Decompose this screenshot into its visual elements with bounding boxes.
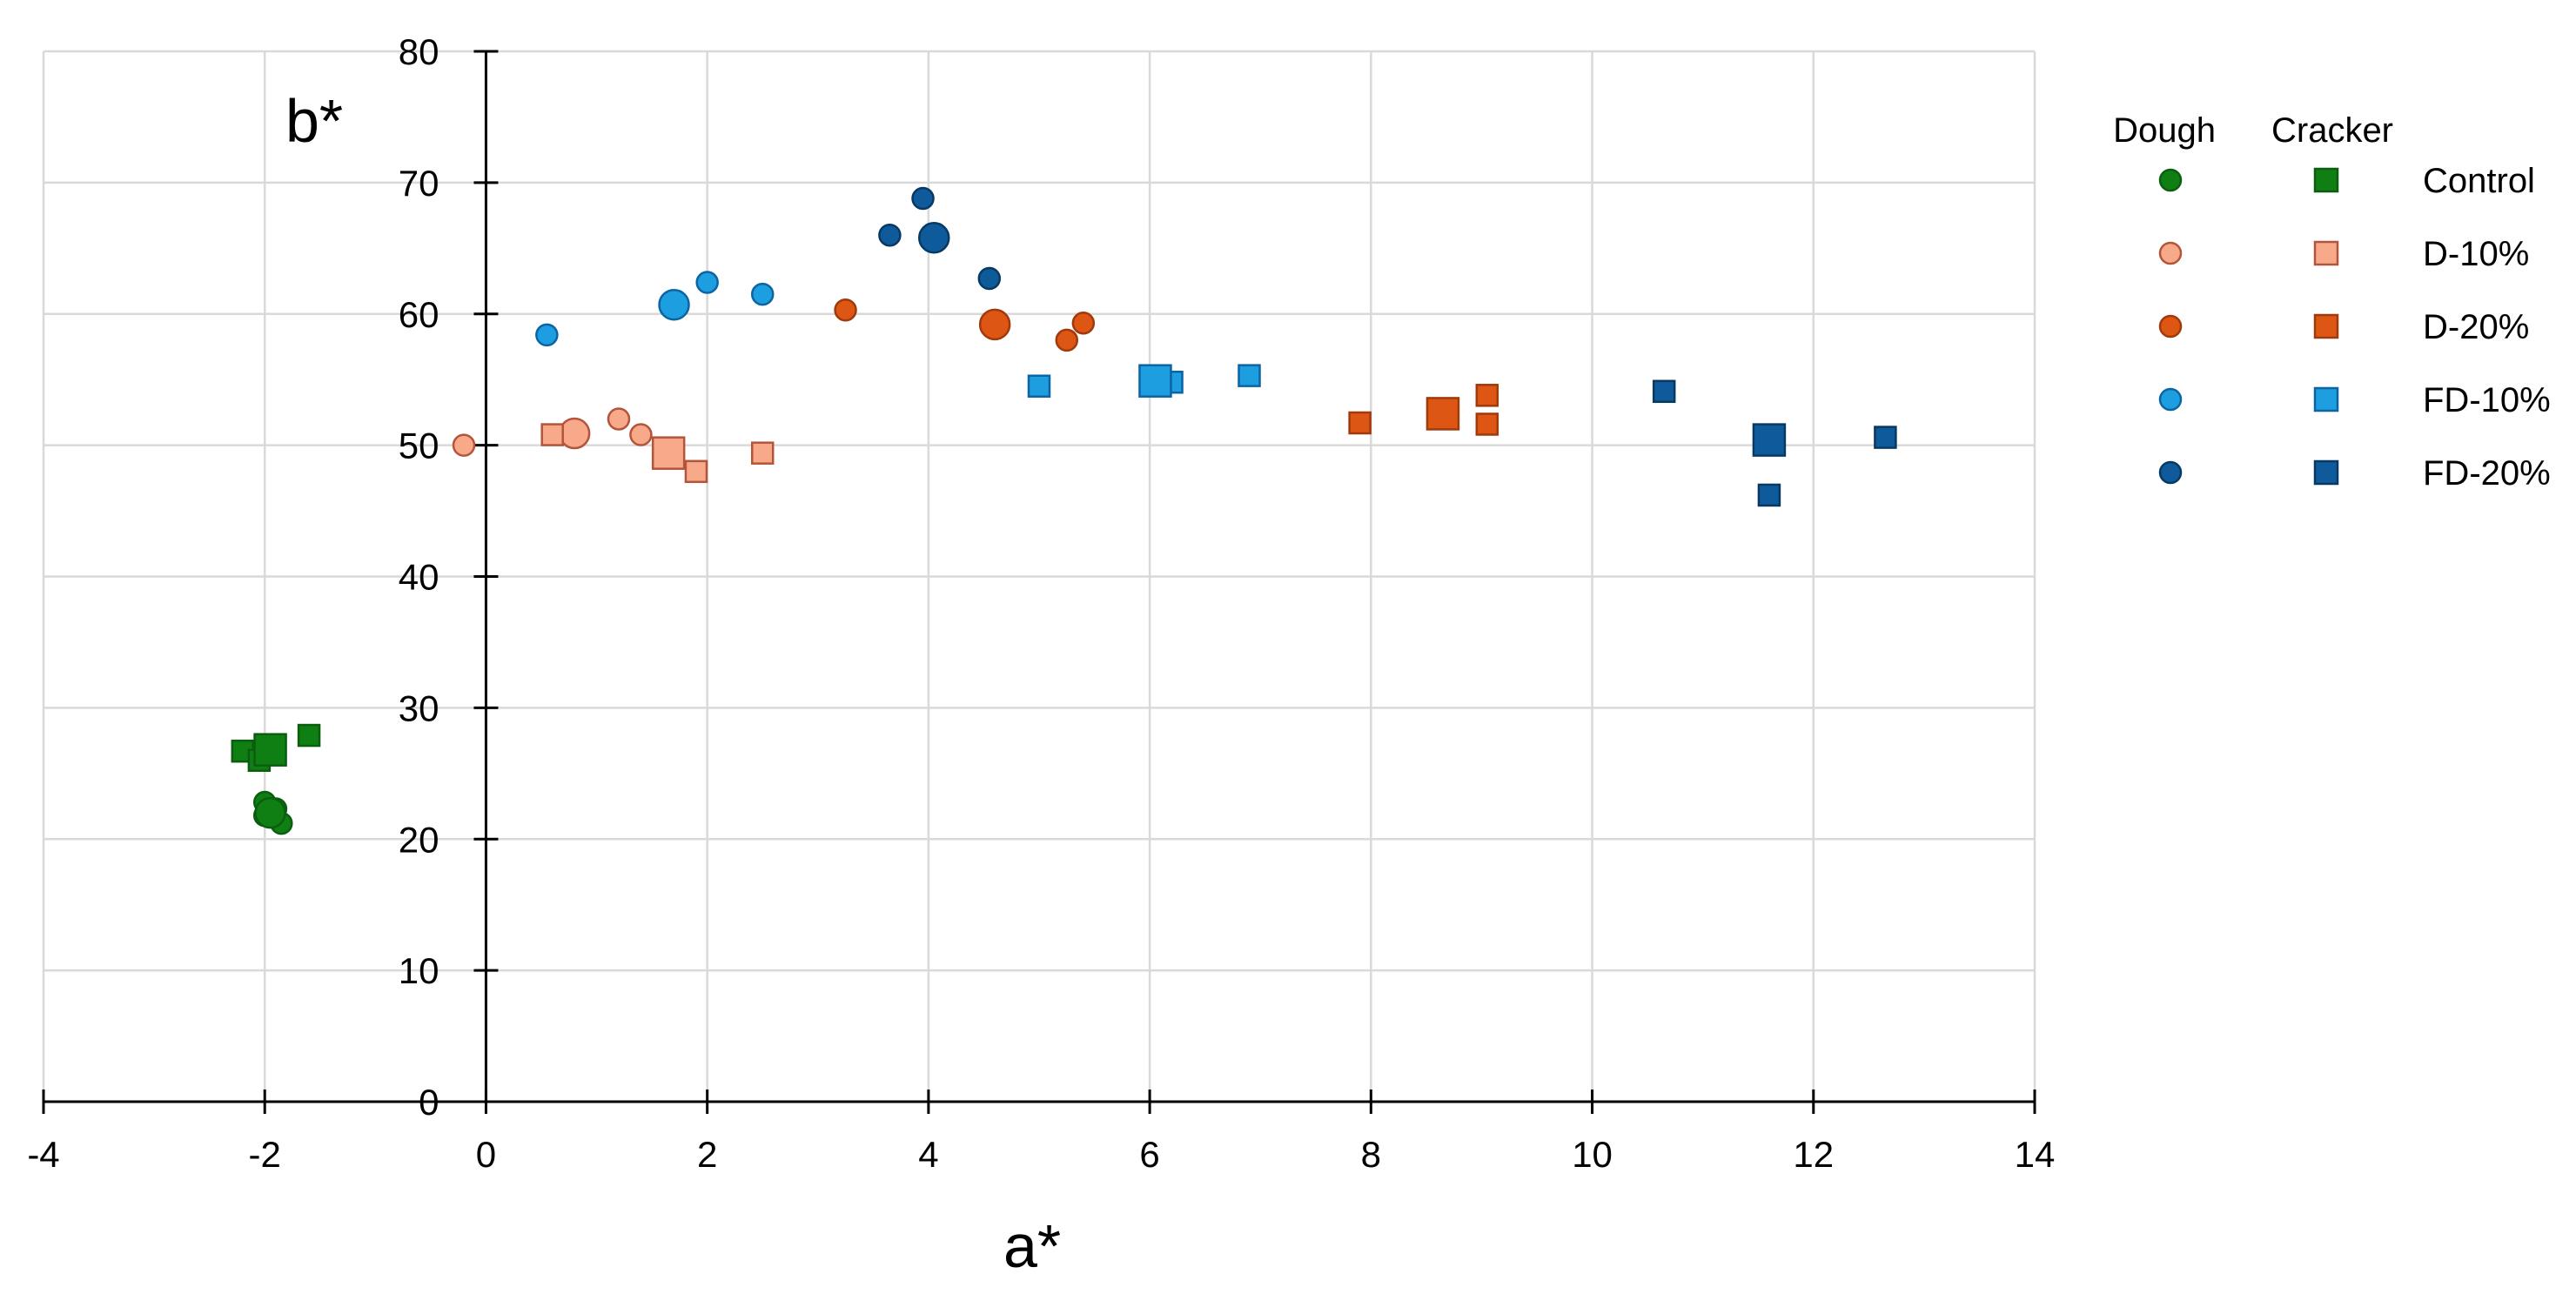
- point-control-cracker: [297, 723, 321, 748]
- legend-label-control: Control: [2423, 162, 2535, 200]
- y-tick-label: 20: [399, 819, 439, 860]
- y-tick-label: 30: [399, 687, 439, 728]
- x-tick-label: 4: [918, 1134, 938, 1175]
- y-tick-label: 50: [399, 426, 439, 466]
- point-d-10-dough: [607, 407, 631, 431]
- point-fd-10-cracker: [1238, 364, 1261, 387]
- point-fd-10-cracker: [1027, 374, 1051, 398]
- legend-dough-marker-d-10-: [2158, 241, 2183, 265]
- point-fd-20-dough: [977, 266, 1002, 291]
- legend-dough-marker-d-20-: [2158, 314, 2183, 339]
- legend-dough-marker-fd-10-: [2158, 387, 2183, 412]
- x-tick-label: 2: [697, 1134, 717, 1175]
- legend-cracker-marker-d-10-: [2313, 240, 2339, 266]
- legend-label-d-10-: D-10%: [2423, 235, 2529, 273]
- legend-label-fd-20-: FD-20%: [2423, 454, 2551, 493]
- point-fd-10-dough: [750, 282, 775, 306]
- point-d-10-cracker: [540, 423, 564, 446]
- mean-point-d-10-cracker: [651, 436, 686, 470]
- x-tick-label: 0: [476, 1134, 496, 1175]
- legend-label-fd-10-: FD-10%: [2423, 381, 2551, 419]
- legend-cracker-marker-fd-10-: [2313, 386, 2339, 412]
- point-d-20-cracker: [1348, 411, 1372, 435]
- x-tick-label: 12: [1793, 1134, 1834, 1175]
- y-tick-label: 10: [399, 950, 439, 991]
- point-d-20-dough: [1071, 312, 1096, 335]
- tick-labels: -4 -2 0 2 4 6 8 10 12 14 0 10 20 30 40 50 60 70 80: [27, 31, 2055, 1175]
- mean-point-fd-20-cracker: [1752, 423, 1787, 457]
- mean-point-fd-10-cracker: [1138, 364, 1172, 398]
- y-tick-label: 40: [399, 557, 439, 598]
- y-axis-title: b*: [285, 87, 343, 155]
- x-tick-label: -2: [249, 1134, 281, 1175]
- x-axis-title: a*: [1003, 1212, 1061, 1280]
- point-fd-20-cracker: [1757, 483, 1781, 507]
- legend-label-d-20-: D-20%: [2423, 308, 2529, 346]
- x-tick-label: 6: [1139, 1134, 1159, 1175]
- mean-point-d-10-dough: [558, 417, 591, 450]
- axes: [42, 50, 2036, 1114]
- x-tick-label: -4: [27, 1134, 59, 1175]
- mean-point-d-20-dough: [978, 308, 1011, 341]
- point-fd-20-cracker: [1874, 426, 1897, 449]
- x-tick-label: 10: [1572, 1134, 1613, 1175]
- mean-point-d-20-cracker: [1426, 397, 1460, 431]
- point-d-10-cracker: [684, 459, 708, 484]
- y-tick-label: 60: [399, 294, 439, 335]
- legend-dough-marker-control: [2158, 168, 2183, 192]
- legend-header-dough: Dough: [2113, 111, 2216, 150]
- mean-point-control-dough: [254, 796, 286, 829]
- point-d-20-dough: [1055, 328, 1079, 352]
- point-d-20-cracker: [1475, 412, 1499, 436]
- point-fd-20-dough: [878, 223, 902, 247]
- point-fd-10-dough: [535, 323, 559, 347]
- legend-dough-marker-fd-20-: [2158, 460, 2183, 485]
- legend-cracker-marker-d-20-: [2313, 313, 2339, 339]
- point-fd-10-dough: [695, 271, 719, 294]
- point-d-20-cracker: [1475, 384, 1499, 407]
- gridlines: [42, 50, 2036, 1102]
- mean-point-control-cracker: [253, 733, 287, 767]
- point-fd-20-cracker: [1652, 379, 1676, 404]
- point-fd-20-dough: [911, 186, 935, 211]
- legend-header-cracker: Cracker: [2271, 111, 2393, 150]
- mean-point-fd-10-dough: [658, 288, 690, 321]
- x-tick-label: 8: [1361, 1134, 1381, 1175]
- legend: Dough Cracker Control D-10% D-20% FD-10% FD-…: [2113, 111, 2551, 493]
- data-marks: [231, 186, 1897, 835]
- point-d-10-cracker: [750, 441, 775, 465]
- legend-cracker-marker-control: [2313, 167, 2339, 193]
- y-tick-label: 70: [399, 163, 439, 204]
- y-tick-label: 80: [399, 31, 439, 72]
- y-tick-label: 0: [419, 1082, 439, 1123]
- mean-point-fd-20-dough: [917, 221, 950, 254]
- x-tick-label: 14: [2015, 1134, 2056, 1175]
- legend-cracker-marker-fd-20-: [2313, 459, 2339, 486]
- point-d-10-dough: [629, 423, 653, 446]
- point-d-10-dough: [452, 433, 476, 457]
- point-d-20-dough: [834, 298, 857, 322]
